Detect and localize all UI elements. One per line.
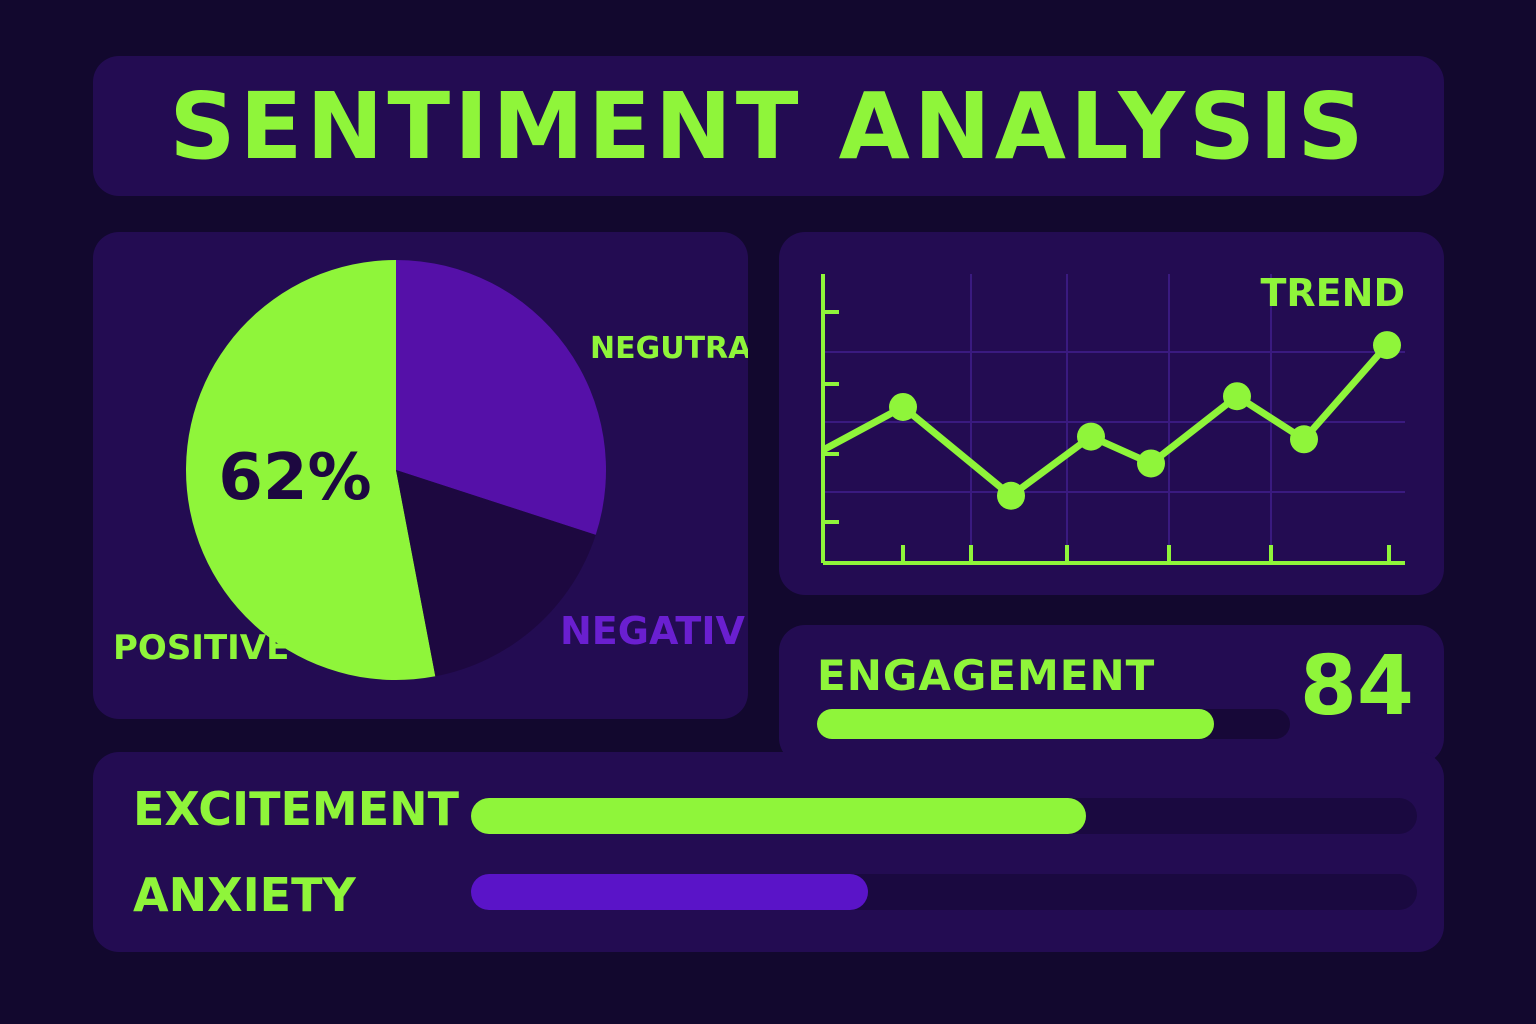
trend-data-point xyxy=(1290,425,1318,454)
excitement-label: EXCITEMENT xyxy=(133,782,459,836)
trend-chart-title: TREND xyxy=(1261,271,1406,315)
engagement-panel: ENGAGEMENT 84 xyxy=(779,625,1444,764)
trend-series-line xyxy=(821,342,1390,500)
excitement-bar-track xyxy=(471,798,1417,834)
engagement-label: ENGAGEMENT xyxy=(817,651,1156,700)
pie-slice-negative xyxy=(396,470,596,677)
title-panel: SENTIMENT ANALYSIS xyxy=(93,56,1444,196)
anxiety-bar-fill xyxy=(471,874,869,910)
engagement-bar-track xyxy=(817,709,1290,739)
anxiety-label: ANXIETY xyxy=(133,868,356,922)
trend-data-point xyxy=(997,481,1025,510)
pie-label-negative: NEGATIVE xyxy=(560,609,748,653)
pie-label-neutral: NEGUTRA. xyxy=(590,331,748,366)
trend-data-point xyxy=(1223,382,1251,411)
engagement-value: 84 xyxy=(1299,639,1414,734)
sentiment-pie-panel: 62% POSITIVE NEGUTRA. NEGATIVE xyxy=(93,232,771,719)
trend-panel: TREND xyxy=(779,232,1444,595)
pie-slice-positive xyxy=(186,260,436,680)
pie-slice-negutra xyxy=(396,260,606,535)
trend-data-point xyxy=(1373,331,1401,360)
trend-data-point xyxy=(1077,422,1105,451)
trend-data-point xyxy=(1137,449,1165,478)
page-title: SENTIMENT ANALYSIS xyxy=(169,72,1368,180)
sentiment-pie-chart: 62% POSITIVE NEGUTRA. NEGATIVE xyxy=(113,260,771,680)
trend-line-chart: TREND xyxy=(821,271,1406,565)
engagement-bar-fill xyxy=(817,709,1215,739)
excitement-bar-fill xyxy=(471,798,1086,834)
emotion-panel: EXCITEMENT ANXIETY xyxy=(93,752,1444,952)
pie-label-positive: POSITIVE xyxy=(113,628,289,668)
trend-data-point xyxy=(889,392,917,421)
anxiety-bar-track xyxy=(471,874,1417,910)
pie-center-label: 62% xyxy=(218,441,371,515)
